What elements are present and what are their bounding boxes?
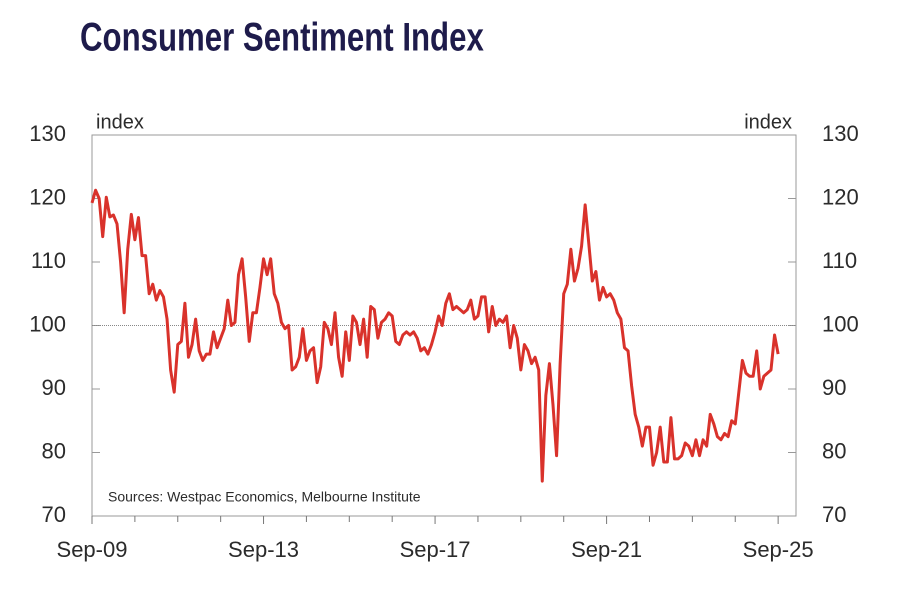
y2-tick-label: 110: [822, 248, 857, 273]
y-tick-label: 120: [29, 184, 66, 209]
series-line: [90, 188, 780, 483]
x-tick-label: Sep-25: [743, 537, 814, 562]
y-tick-label: 110: [31, 248, 66, 273]
source-note: Sources: Westpac Economics, Melbourne In…: [108, 489, 421, 505]
y2-tick-label: 80: [822, 438, 846, 463]
y-tick-label: 100: [29, 311, 66, 336]
y2-tick-label: 70: [822, 502, 846, 527]
x-tick-label: Sep-21: [571, 537, 642, 562]
x-tick-label: Sep-13: [228, 537, 299, 562]
y-tick-label: 80: [42, 438, 66, 463]
y2-axis-label: index: [744, 111, 792, 133]
y2-tick-label: 100: [822, 311, 859, 336]
y2-tick-label: 130: [822, 121, 859, 146]
y-axis-label: index: [96, 111, 144, 133]
y-tick-label: 90: [42, 375, 66, 400]
y2-tick-label: 90: [822, 375, 846, 400]
y2-tick-label: 120: [822, 184, 859, 209]
chart-title: Consumer Sentiment Index: [80, 15, 484, 60]
y-tick-label: 130: [29, 121, 66, 146]
x-tick-label: Sep-17: [400, 537, 471, 562]
y-tick-label: 70: [42, 502, 66, 527]
x-tick-label: Sep-09: [57, 537, 128, 562]
